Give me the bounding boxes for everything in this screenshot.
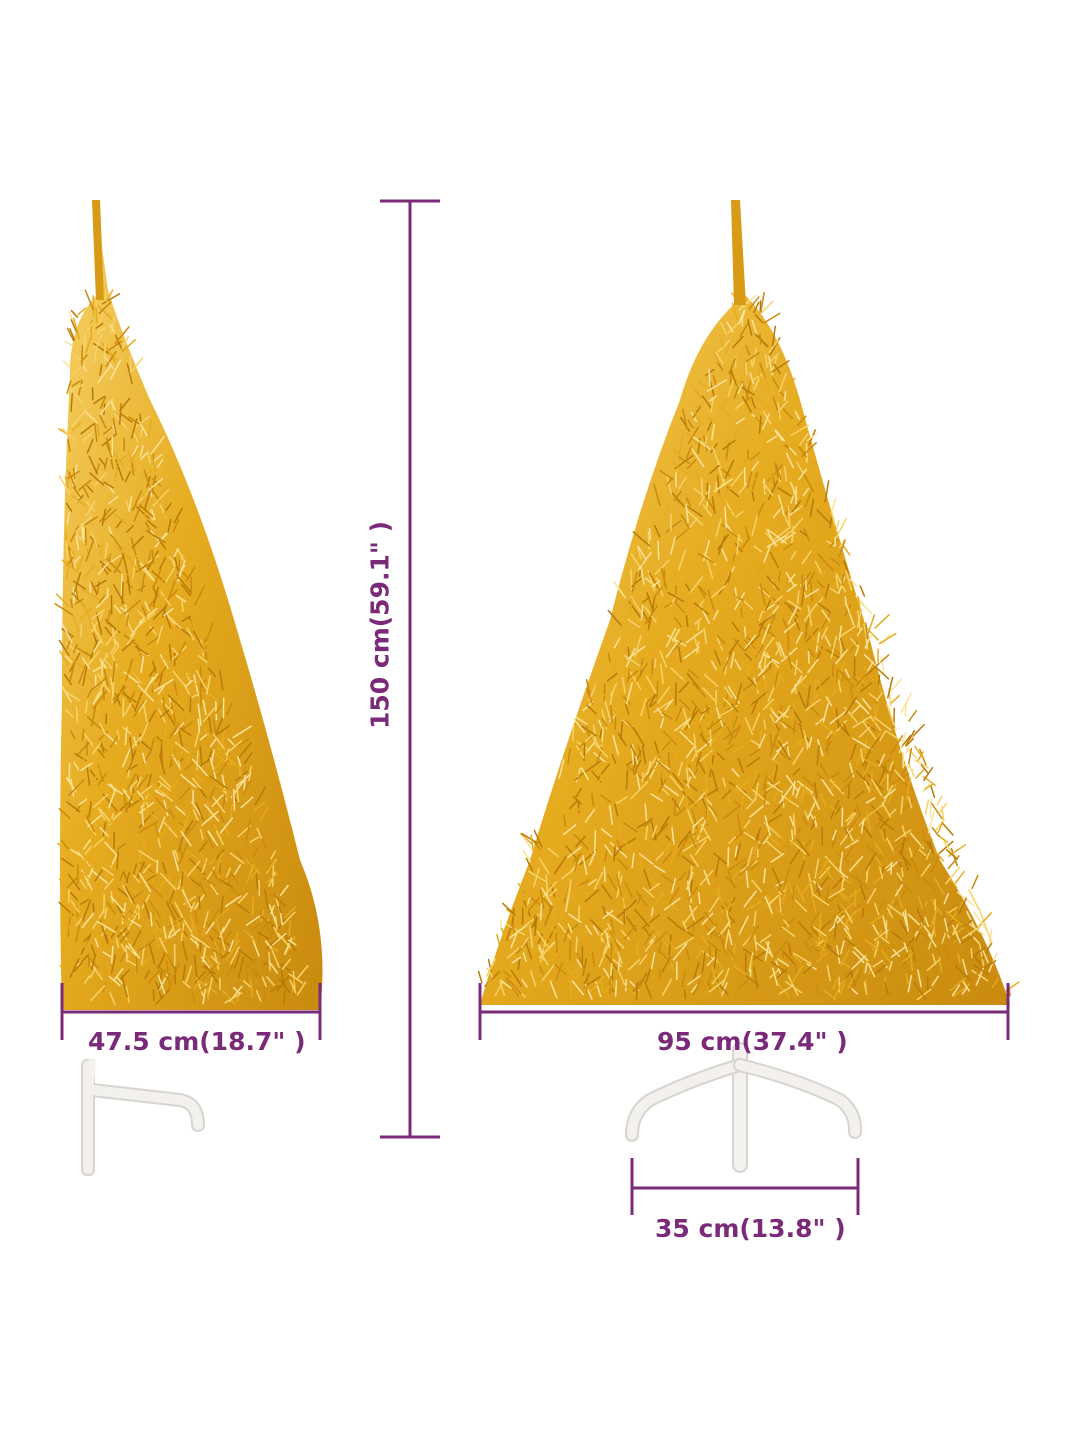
front-view-tree: [479, 200, 1019, 1165]
front-stand-icon: [632, 1050, 855, 1165]
christmas-tree-icon: [479, 200, 1019, 1005]
half-christmas-tree-icon: [55, 200, 322, 1010]
side-stand-icon: [82, 1060, 198, 1175]
front-width-dimension-label: 95 cm(37.4" ): [657, 1029, 848, 1054]
base-width-dimension-label: 35 cm(13.8" ): [655, 1216, 846, 1241]
side-width-dimension-label: 47.5 cm(18.7" ): [88, 1029, 306, 1054]
height-dimension-label: 150 cm(59.1" ): [368, 521, 393, 729]
